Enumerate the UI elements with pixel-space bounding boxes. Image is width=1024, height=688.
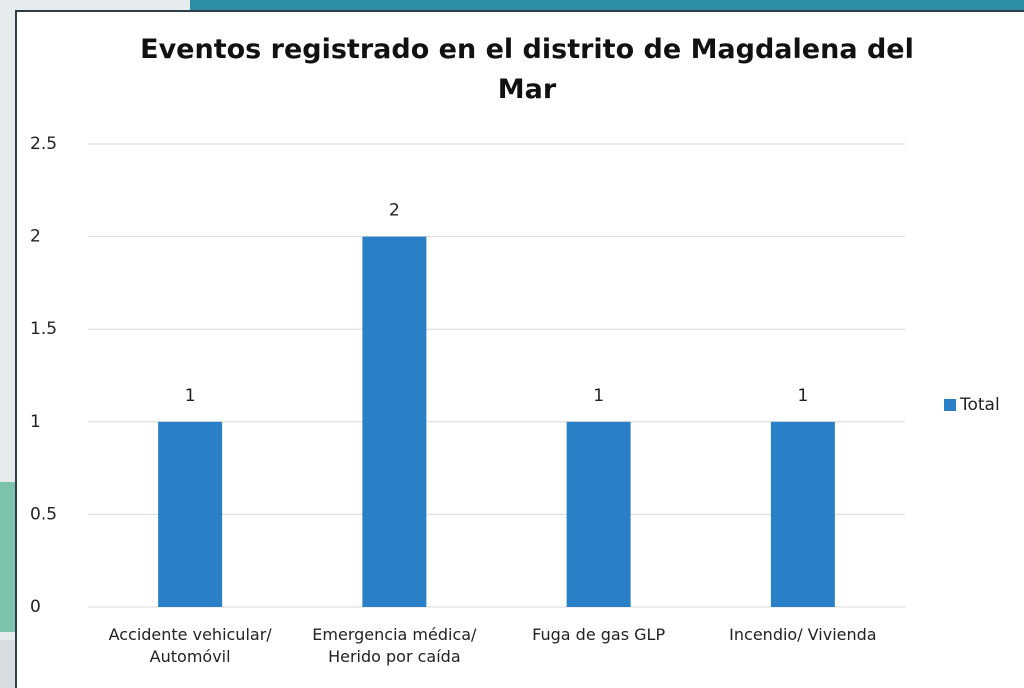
chart-title: Eventos registrado en el distrito de Mag… <box>140 34 914 105</box>
data-label: 1 <box>185 386 196 406</box>
y-tick-label: 1.5 <box>30 319 57 339</box>
x-tick-label: Accidente vehicular/ Automóvil <box>108 625 272 666</box>
y-tick-label: 2.5 <box>30 134 57 154</box>
bar <box>770 421 835 607</box>
x-tick-label: Incendio/ Vivienda <box>729 625 877 644</box>
y-tick-label: 2 <box>30 227 41 247</box>
bar <box>362 236 427 607</box>
x-tick-label: Emergencia médica/ Herido por caída <box>312 625 477 666</box>
legend-label: Total <box>959 395 1000 415</box>
legend-swatch <box>944 399 956 411</box>
top-band <box>190 0 1024 10</box>
y-tick-label: 0 <box>30 597 41 617</box>
bar <box>158 421 223 607</box>
x-tick-label: Fuga de gas GLP <box>532 625 666 644</box>
y-tick-label: 1 <box>30 412 41 432</box>
y-tick-label: 0.5 <box>30 504 57 524</box>
data-label: 1 <box>797 386 808 406</box>
side-accent <box>0 640 15 688</box>
bar <box>566 421 631 607</box>
side-accent <box>0 482 15 632</box>
data-label: 2 <box>389 201 400 221</box>
data-label: 1 <box>593 386 604 406</box>
